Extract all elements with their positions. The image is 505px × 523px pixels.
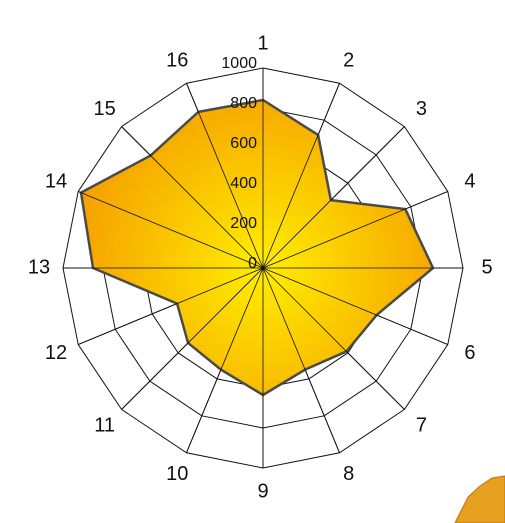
category-label: 6: [464, 342, 475, 364]
spoke-over: [78, 267, 264, 345]
category-label: 8: [343, 463, 354, 485]
spoke-over: [186, 267, 264, 453]
category-label: 13: [28, 256, 50, 278]
y-tick-label: 400: [230, 175, 257, 192]
spoke-over: [121, 126, 264, 269]
y-tick-label: 800: [230, 95, 257, 112]
category-label: 7: [416, 415, 427, 437]
spoke-over: [186, 83, 264, 269]
spoke-over: [262, 267, 340, 453]
y-tick-label: 0: [248, 255, 257, 272]
spoke-over: [262, 267, 405, 410]
category-label: 3: [416, 98, 427, 120]
category-label: 15: [93, 98, 115, 120]
category-label: 5: [481, 256, 492, 278]
y-tick-label: 1000: [221, 55, 257, 72]
y-tick-label: 200: [230, 215, 257, 232]
spoke-over: [121, 267, 264, 410]
category-label: 10: [166, 463, 188, 485]
category-label: 9: [257, 480, 268, 502]
spoke-over: [262, 267, 448, 345]
category-label: 12: [45, 342, 67, 364]
spoke-over: [262, 83, 340, 269]
y-tick-label: 600: [230, 135, 257, 152]
spoke-over: [262, 126, 405, 269]
category-label: 2: [343, 49, 354, 71]
corner-icon: [454, 475, 505, 523]
spoke-over: [78, 191, 264, 269]
category-label: 4: [464, 171, 475, 193]
category-label: 11: [94, 415, 115, 437]
category-label: 1: [257, 32, 268, 54]
category-label: 14: [45, 171, 67, 193]
category-label: 16: [166, 49, 188, 71]
spoke-over: [262, 191, 448, 269]
